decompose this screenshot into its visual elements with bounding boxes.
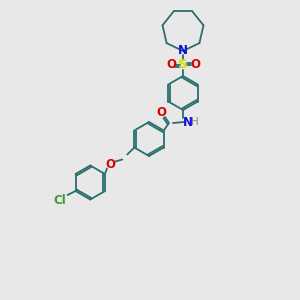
- Text: O: O: [190, 58, 200, 71]
- Text: Cl: Cl: [53, 194, 66, 206]
- Text: O: O: [166, 58, 176, 71]
- Text: O: O: [105, 158, 115, 171]
- Text: H: H: [191, 117, 199, 127]
- Text: S: S: [178, 58, 188, 71]
- Text: N: N: [183, 116, 193, 128]
- Text: O: O: [156, 106, 166, 118]
- Text: N: N: [178, 44, 188, 58]
